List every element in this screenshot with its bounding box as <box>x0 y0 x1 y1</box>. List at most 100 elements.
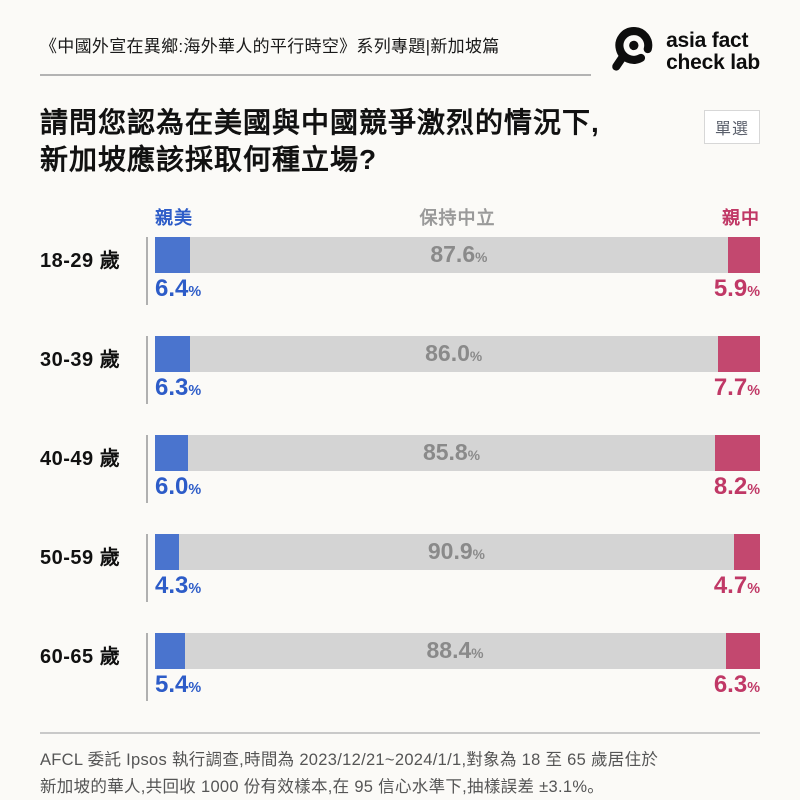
legend-neutral: 保持中立 <box>419 207 496 228</box>
neutral-value-label: 88.4% <box>427 637 484 664</box>
stacked-bar: 85.8% <box>155 434 760 471</box>
age-group-label: 18-29 歲 <box>40 249 121 272</box>
bar-segment-pro-china <box>727 236 760 273</box>
afcl-logo: asia fact check lab <box>605 21 760 82</box>
bar-segment-neutral: 88.4% <box>184 632 726 669</box>
neutral-value-label: 85.8% <box>423 439 480 466</box>
value-text: 5.4 <box>155 670 189 698</box>
age-row-40-49: 40-49 歲 85.8% 6.0% 8.2% <box>40 434 760 503</box>
pro-us-value-label: 6.3% <box>155 374 201 404</box>
age-group-label: 30-39 歲 <box>40 348 121 371</box>
stacked-bar: 86.0% <box>155 335 760 372</box>
percent-sign: % <box>475 250 488 266</box>
percent-sign: % <box>469 349 483 365</box>
magnifier-icon <box>605 21 659 82</box>
value-text: 88.4 <box>426 637 472 664</box>
age-group-label: 60-65 歲 <box>40 645 121 668</box>
percent-sign: % <box>747 283 760 300</box>
percent-sign: % <box>188 679 202 696</box>
value-text: 4.3 <box>155 571 189 599</box>
bar-segment-pro-us <box>155 533 179 570</box>
neutral-value-label: 90.9% <box>428 538 485 565</box>
age-group-label: 50-59 歲 <box>40 546 121 569</box>
stacked-bar: 87.6% <box>155 236 760 273</box>
row-body: 85.8% 6.0% 8.2% <box>146 434 760 503</box>
percent-sign: % <box>188 580 202 597</box>
bar-segment-neutral: 90.9% <box>178 533 735 570</box>
bar-segment-pro-us <box>155 335 190 372</box>
bar-segment-pro-us <box>155 434 188 471</box>
row-value-labels: 4.3% 4.7% <box>155 572 760 602</box>
age-row-18-29: 18-29 歲 87.6% 6.4% 5.9% <box>40 236 760 305</box>
value-text: 8.2 <box>713 472 748 500</box>
value-text: 5.9 <box>713 274 748 302</box>
pro-china-value-label: 7.7% <box>714 374 760 404</box>
footer-line-2: 新加坡的華人,共回收 1000 份有效樣本,在 95 信心水準下,抽樣誤差 ±3… <box>40 777 605 796</box>
value-text: 7.7 <box>713 373 748 401</box>
value-text: 6.3 <box>713 670 748 698</box>
value-text: 86.0 <box>425 340 470 367</box>
row-value-labels: 6.4% 5.9% <box>155 275 760 305</box>
legend-pro-china: 親中 <box>722 207 760 228</box>
question-line-2: 新加坡應該採取何種立場? <box>40 143 378 175</box>
age-row-60-65: 60-65 歲 88.4% 5.4% 6.3% <box>40 632 760 701</box>
pro-us-value-label: 6.4% <box>155 275 201 305</box>
bar-segment-pro-china <box>717 335 760 372</box>
question-title: 請問您認為在美國與中國競爭激烈的情況下, 新加坡應該採取何種立場? <box>40 105 704 179</box>
header: 《中國外宣在異鄉:海外華人的平行時空》系列專題|新加坡篇 asia fact c… <box>40 26 760 82</box>
series-title: 《中國外宣在異鄉:海外華人的平行時空》系列專題|新加坡篇 <box>40 37 500 56</box>
value-text: 87.6 <box>430 241 476 268</box>
percent-sign: % <box>747 580 760 597</box>
bar-segment-pro-china <box>734 533 760 570</box>
percent-sign: % <box>471 646 484 662</box>
pro-china-value-label: 5.9% <box>714 275 760 305</box>
logo-wordmark: asia fact check lab <box>666 28 760 74</box>
bar-segment-pro-china <box>725 632 760 669</box>
value-text: 6.3 <box>155 373 189 401</box>
value-text: 4.7 <box>713 571 748 599</box>
percent-sign: % <box>747 679 760 696</box>
stacked-bar: 88.4% <box>155 632 760 669</box>
percent-sign: % <box>188 481 202 498</box>
value-text: 85.8 <box>422 439 468 466</box>
pro-china-value-label: 6.3% <box>714 671 760 701</box>
stacked-bar: 90.9% <box>155 533 760 570</box>
value-text: 6.4 <box>155 274 189 302</box>
percent-sign: % <box>188 382 202 399</box>
row-value-labels: 6.0% 8.2% <box>155 473 760 503</box>
percent-sign: % <box>747 481 760 498</box>
bar-segment-neutral: 85.8% <box>187 434 716 471</box>
percent-sign: % <box>467 448 480 464</box>
neutral-value-label: 86.0% <box>425 340 482 367</box>
age-row-50-59: 50-59 歲 90.9% 4.3% 4.7% <box>40 533 760 602</box>
bar-segment-pro-us <box>155 236 191 273</box>
value-text: 90.9 <box>427 538 473 565</box>
pro-china-value-label: 8.2% <box>714 473 760 503</box>
logo-line-1: asia fact <box>666 28 749 52</box>
single-choice-badge: 單選 <box>703 110 760 144</box>
stacked-bar-chart: 18-29 歲 87.6% 6.4% 5.9% 30-39 歲 <box>40 236 760 701</box>
percent-sign: % <box>472 547 485 563</box>
chart-legend: 親美 保持中立 親中 <box>155 204 760 230</box>
age-group-label: 40-49 歲 <box>40 447 121 470</box>
footer-note: AFCL 委託 Ipsos 執行調查,時間為 2023/12/21~2024/1… <box>40 731 760 800</box>
bar-segment-neutral: 86.0% <box>189 335 718 372</box>
pro-china-value-label: 4.7% <box>714 572 760 602</box>
legend-pro-us: 親美 <box>155 207 193 228</box>
row-body: 87.6% 6.4% 5.9% <box>146 236 760 305</box>
pro-us-value-label: 6.0% <box>155 473 201 503</box>
logo-line-2: check lab <box>666 50 760 74</box>
row-value-labels: 5.4% 6.3% <box>155 671 760 701</box>
row-body: 90.9% 4.3% 4.7% <box>146 533 760 602</box>
age-row-30-39: 30-39 歲 86.0% 6.3% 7.7% <box>40 335 760 404</box>
pro-us-value-label: 5.4% <box>155 671 201 701</box>
row-value-labels: 6.3% 7.7% <box>155 374 760 404</box>
row-body: 86.0% 6.3% 7.7% <box>146 335 760 404</box>
footer-line-1: AFCL 委託 Ipsos 執行調查,時間為 2023/12/21~2024/1… <box>40 750 659 769</box>
row-body: 88.4% 5.4% 6.3% <box>146 632 760 701</box>
percent-sign: % <box>747 382 760 399</box>
header-series-block: 《中國外宣在異鄉:海外華人的平行時空》系列專題|新加坡篇 <box>40 26 592 76</box>
pro-us-value-label: 4.3% <box>155 572 201 602</box>
bar-segment-pro-us <box>155 632 185 669</box>
